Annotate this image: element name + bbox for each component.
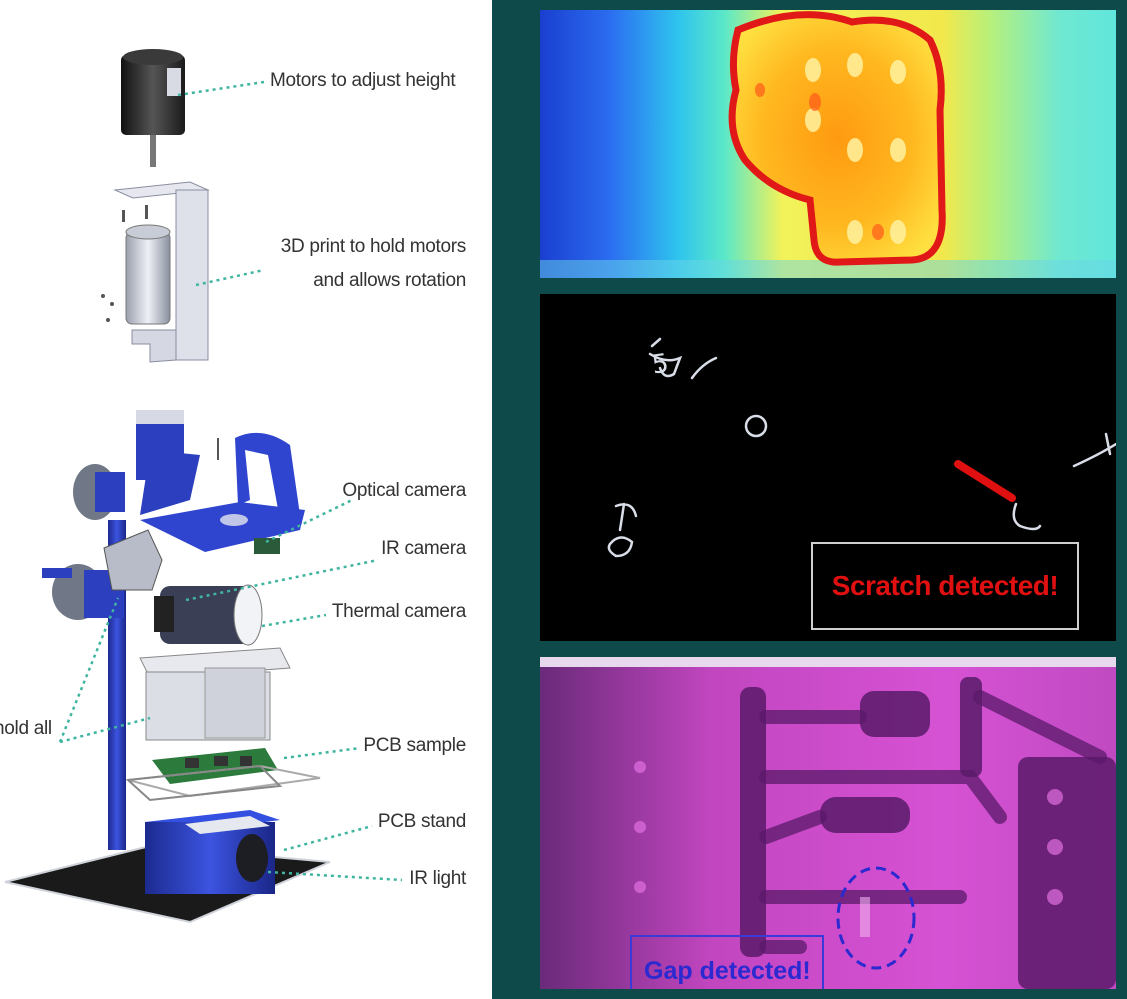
- gap-callout-box: [630, 935, 824, 989]
- apparatus-illustration: [4, 49, 403, 924]
- gap-detection-panel: Gap detected!: [540, 657, 1116, 989]
- label-thermal-camera: Thermal camera: [331, 601, 466, 622]
- edge-detection-image: 5: [607, 337, 1116, 558]
- apparatus-diagram: Motors to adjust height 3D print to hold…: [0, 0, 492, 999]
- label-pcb-stand: PCB stand: [377, 811, 466, 832]
- scratch-glyph: 5: [650, 349, 671, 381]
- ir-pcb-image: [540, 657, 1116, 989]
- thermal-image-panel: [540, 10, 1116, 278]
- label-3d-print-line2: and allows rotation: [313, 270, 466, 291]
- scratch-detection-panel: 5 Scratch detected!: [540, 294, 1116, 641]
- label-pcb-sample: PCB sample: [363, 735, 466, 756]
- label-optical-camera: Optical camera: [342, 480, 466, 501]
- label-motors: Motors to adjust height: [270, 70, 456, 91]
- motor-holder-part: [101, 181, 210, 363]
- scratch-detected-label: Scratch detected!: [831, 570, 1059, 601]
- thermal-heatmap: [540, 10, 1116, 278]
- gap-detected-label: Gap detected!: [644, 957, 811, 985]
- gap-marker-circle: [836, 866, 916, 970]
- label-hold-all: hold all: [0, 718, 52, 739]
- label-ir-light: IR light: [409, 868, 466, 889]
- motor-part: [121, 49, 185, 167]
- leader-lines: [58, 80, 403, 882]
- hotspot-outline: [728, 11, 946, 266]
- label-ir-camera: IR camera: [381, 538, 466, 559]
- main-rig: [4, 410, 331, 924]
- scratch-mark: [954, 460, 1016, 502]
- scratch-callout-box: Scratch detected!: [811, 542, 1079, 630]
- label-3d-print-line1: 3D print to hold motors: [280, 236, 467, 257]
